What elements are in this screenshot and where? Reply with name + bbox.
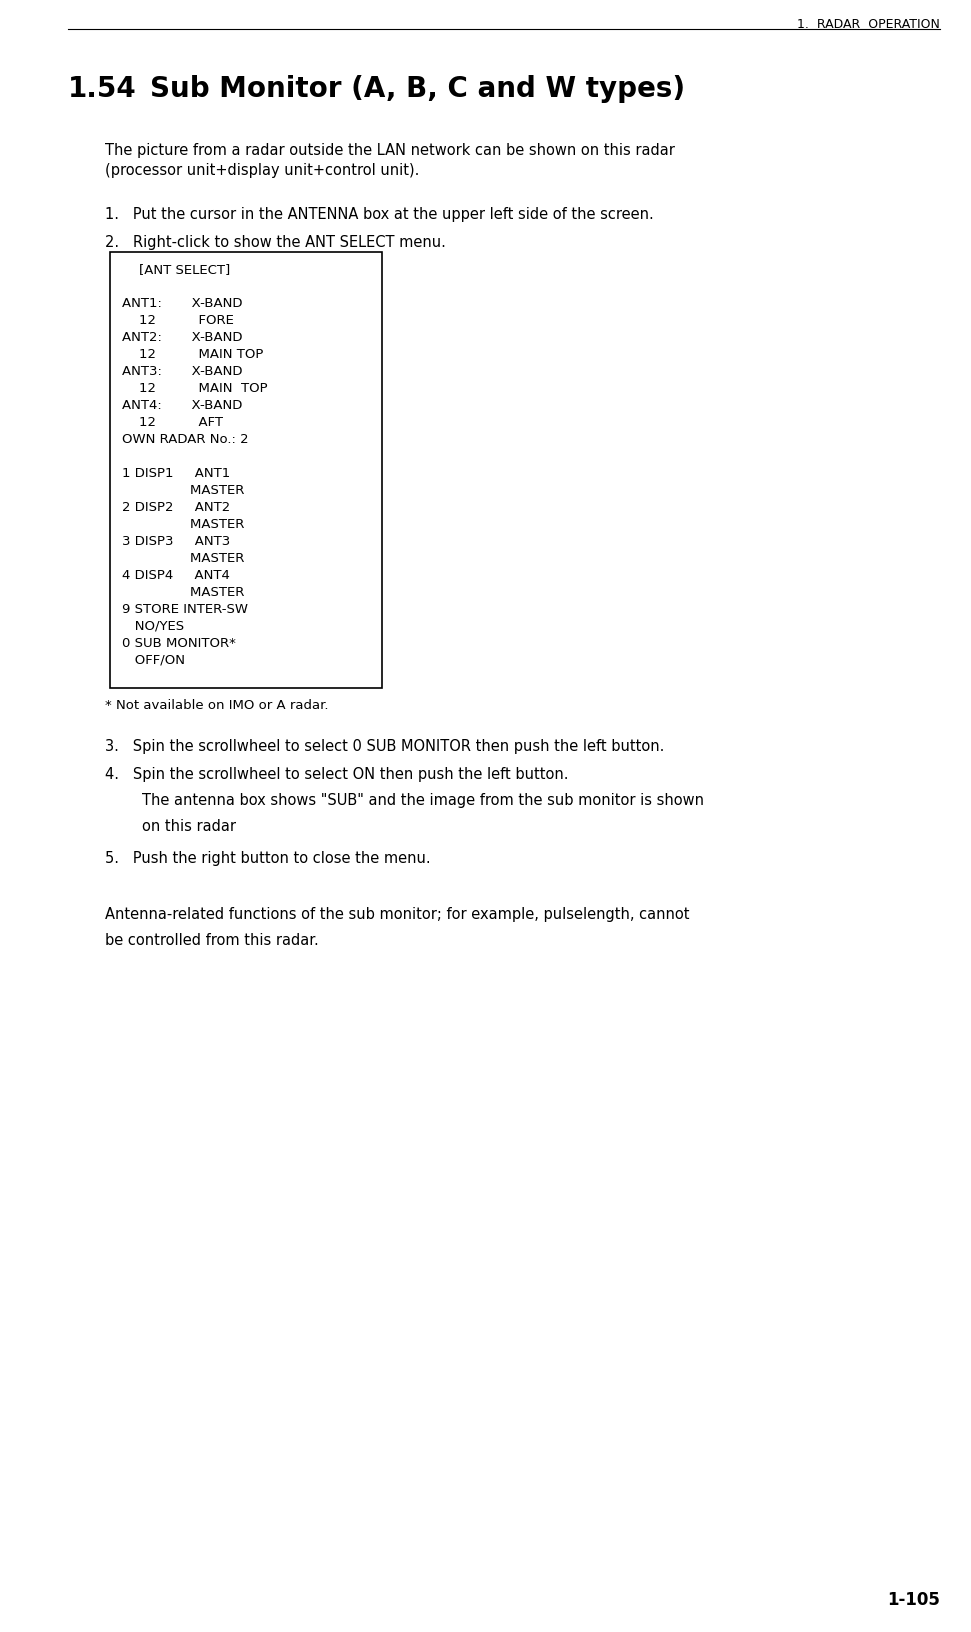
Text: 2.   Right-click to show the ANT SELECT menu.: 2. Right-click to show the ANT SELECT me… [105,235,446,250]
Text: OWN RADAR No.: 2: OWN RADAR No.: 2 [122,432,249,446]
Text: 12          MAIN  TOP: 12 MAIN TOP [122,382,268,395]
Text: 0 SUB MONITOR*: 0 SUB MONITOR* [122,636,236,650]
Text: 12          AFT: 12 AFT [122,416,223,429]
Text: The antenna box shows "SUB" and the image from the sub monitor is shown: The antenna box shows "SUB" and the imag… [142,793,704,808]
Text: Sub Monitor (A, B, C and W types): Sub Monitor (A, B, C and W types) [150,75,686,103]
Text: ANT2:       X-BAND: ANT2: X-BAND [122,331,243,344]
Text: 1-105: 1-105 [887,1590,940,1608]
Text: ANT3:       X-BAND: ANT3: X-BAND [122,366,243,377]
Text: 4 DISP4     ANT4: 4 DISP4 ANT4 [122,568,230,581]
Bar [110,253,382,689]
Text: on this radar: on this radar [142,819,236,834]
Text: Antenna-related functions of the sub monitor; for example, pulselength, cannot: Antenna-related functions of the sub mon… [105,906,689,922]
Text: 4.   Spin the scrollwheel to select ON then push the left button.: 4. Spin the scrollwheel to select ON the… [105,767,568,782]
Text: OFF/ON: OFF/ON [122,653,185,666]
Text: ANT1:       X-BAND: ANT1: X-BAND [122,297,243,310]
Text: 3.   Spin the scrollwheel to select 0 SUB MONITOR then push the left button.: 3. Spin the scrollwheel to select 0 SUB … [105,739,664,754]
Text: 1.  RADAR  OPERATION: 1. RADAR OPERATION [797,18,940,31]
Text: 5.   Push the right button to close the menu.: 5. Push the right button to close the me… [105,850,430,865]
Text: 3 DISP3     ANT3: 3 DISP3 ANT3 [122,535,230,548]
Text: MASTER: MASTER [122,483,245,496]
Text: 1 DISP1     ANT1: 1 DISP1 ANT1 [122,467,230,480]
Text: 1.   Put the cursor in the ANTENNA box at the upper left side of the screen.: 1. Put the cursor in the ANTENNA box at … [105,207,653,222]
Text: The picture from a radar outside the LAN network can be shown on this radar: The picture from a radar outside the LAN… [105,144,675,158]
Text: * Not available on IMO or A radar.: * Not available on IMO or A radar. [105,698,328,712]
Text: (processor unit+display unit+control unit).: (processor unit+display unit+control uni… [105,163,419,178]
Text: 9 STORE INTER-SW: 9 STORE INTER-SW [122,602,248,615]
Text: 12          MAIN TOP: 12 MAIN TOP [122,348,263,361]
Text: 1.54: 1.54 [68,75,137,103]
Text: MASTER: MASTER [122,552,245,565]
Text: 12          FORE: 12 FORE [122,313,234,326]
Text: NO/YES: NO/YES [122,620,184,633]
Text: ANT4:       X-BAND: ANT4: X-BAND [122,398,243,411]
Text: 2 DISP2     ANT2: 2 DISP2 ANT2 [122,501,230,514]
Text: [ANT SELECT]: [ANT SELECT] [122,263,230,276]
Text: MASTER: MASTER [122,517,245,530]
Text: MASTER: MASTER [122,586,245,599]
Text: be controlled from this radar.: be controlled from this radar. [105,932,318,948]
